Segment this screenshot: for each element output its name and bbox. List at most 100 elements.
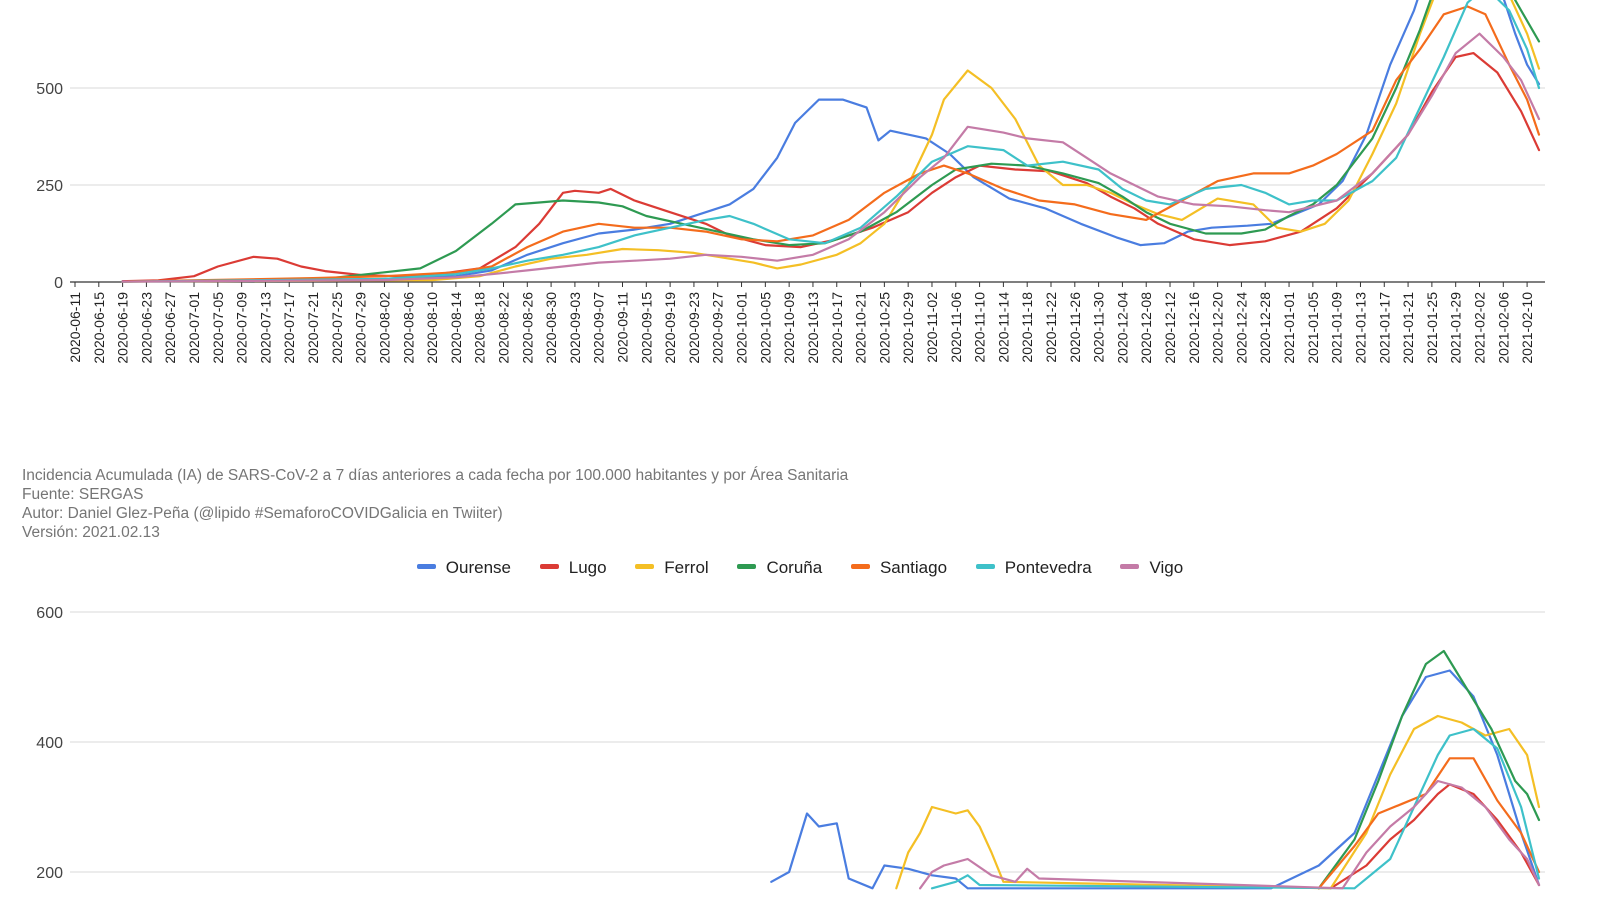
legend-label: Pontevedra [1004, 558, 1092, 577]
bottom-chart: 200 400 600 [36, 605, 1545, 890]
x-tick-label: 2020-10-01 [734, 292, 750, 364]
legend-item-vigo[interactable]: Vigo [1120, 558, 1183, 578]
x-tick-label: 2020-12-20 [1210, 292, 1226, 364]
x-tick-label: 2020-09-07 [591, 292, 607, 364]
x-tick-label: 2020-07-09 [234, 292, 250, 364]
x-tick-label: 2020-07-17 [281, 292, 297, 364]
x-tick-label: 2020-09-11 [615, 292, 631, 363]
x-tick-label: 2020-12-04 [1114, 292, 1130, 364]
series-line-ourense [770, 669, 1541, 890]
x-tick-label: 2020-06-27 [162, 292, 178, 364]
x-tick-label: 2020-12-08 [1138, 292, 1154, 364]
x-tick-label: 2020-10-09 [781, 292, 797, 364]
x-tick-label: 2020-07-25 [329, 292, 345, 364]
legend-item-ourense[interactable]: Ourense [416, 558, 511, 578]
x-tick-label: 2020-11-18 [1019, 292, 1035, 363]
series-line-santiago [1317, 757, 1541, 890]
legend-item-lugo[interactable]: Lugo [539, 558, 607, 578]
x-tick-label: 2020-11-06 [948, 292, 964, 363]
x-tick-label: 2021-02-02 [1472, 292, 1488, 364]
x-tick-label: 2020-11-10 [972, 292, 988, 363]
series-line-vigo [121, 32, 1541, 283]
x-tick-label: 2020-06-11 [67, 292, 83, 363]
x-tick-label: 2020-10-13 [805, 292, 821, 364]
x-tick-label: 2021-01-05 [1305, 292, 1321, 364]
legend-label: Ourense [445, 558, 511, 577]
series-line-santiago [121, 5, 1541, 283]
legend-item-coruna[interactable]: Coruña [737, 558, 822, 578]
x-tick-label: 2020-08-30 [543, 292, 559, 364]
legend-item-pontevedra[interactable]: Pontevedra [975, 558, 1092, 578]
chart-legend: Ourense Lugo Ferrol Coruña Santiago Pont… [0, 558, 1600, 578]
y-tick-label: 0 [54, 275, 63, 292]
series-line-ferrol [121, 0, 1541, 283]
x-tick-label: 2020-12-12 [1162, 292, 1178, 364]
bottom-chart-y-axis: 200 400 600 [36, 605, 63, 882]
y-tick-label: 600 [36, 605, 63, 622]
y-tick-label: 250 [36, 178, 63, 195]
legend-swatch [737, 564, 757, 570]
series-line-coruna [121, 0, 1541, 283]
x-tick-label: 2020-10-29 [900, 292, 916, 364]
x-tick-label: 2020-10-25 [876, 292, 892, 364]
x-tick-label: 2020-09-15 [638, 292, 654, 364]
caption-description: Incidencia Acumulada (IA) de SARS-CoV-2 … [22, 467, 849, 484]
x-tick-label: 2020-11-14 [995, 292, 1011, 363]
x-tick-label: 2020-12-24 [1233, 292, 1249, 364]
x-tick-label: 2020-06-23 [138, 292, 154, 364]
chart-caption: Incidencia Acumulada (IA) de SARS-CoV-2 … [22, 466, 848, 542]
series-line-lugo [1329, 783, 1541, 890]
x-tick-label: 2020-07-29 [353, 292, 369, 364]
bottom-chart-series [770, 649, 1541, 890]
legend-label: Lugo [568, 558, 607, 577]
x-tick-label: 2020-07-01 [186, 292, 202, 364]
x-tick-label: 2021-01-21 [1400, 292, 1416, 364]
legend-item-santiago[interactable]: Santiago [850, 558, 947, 578]
x-tick-label: 2021-01-25 [1424, 292, 1440, 364]
legend-swatch [850, 564, 870, 570]
x-tick-label: 2020-08-22 [496, 292, 512, 364]
x-tick-label: 2020-11-02 [924, 292, 940, 363]
legend-swatch [416, 564, 436, 570]
y-tick-label: 500 [36, 81, 63, 98]
series-line-ourense [121, 0, 1541, 283]
x-tick-label: 2020-07-13 [257, 292, 273, 364]
x-tick-label: 2020-06-15 [91, 292, 107, 364]
series-line-coruna [1317, 649, 1541, 890]
x-tick-label: 2021-01-09 [1329, 292, 1345, 364]
x-tick-label: 2020-06-19 [115, 292, 131, 364]
x-tick-label: 2020-10-17 [829, 292, 845, 364]
top-chart-x-axis: 2020-06-11 2020-06-15 2020-06-19 2020-06-23… [67, 282, 1535, 364]
top-chart-series [121, 0, 1541, 283]
legend-label: Coruña [766, 558, 823, 577]
legend-swatch [635, 564, 655, 570]
x-tick-label: 2021-01-13 [1353, 292, 1369, 364]
x-tick-label: 2021-02-06 [1495, 292, 1511, 364]
x-tick-label: 2021-01-29 [1448, 292, 1464, 364]
y-tick-label: 400 [36, 735, 63, 752]
legend-swatch [975, 564, 995, 570]
x-tick-label: 2020-12-16 [1186, 292, 1202, 364]
legend-swatch [539, 564, 559, 570]
legend-label: Ferrol [664, 558, 709, 577]
x-tick-label: 2020-11-26 [1067, 292, 1083, 363]
caption-author: Autor: Daniel Glez-Peña (@lipido #Semafo… [22, 505, 503, 522]
x-tick-label: 2020-08-06 [400, 292, 416, 364]
top-chart-y-axis: 0 250 500 [36, 81, 63, 292]
x-tick-label: 2020-09-23 [686, 292, 702, 364]
caption-source: Fuente: SERGAS [22, 486, 144, 503]
legend-item-ferrol[interactable]: Ferrol [635, 558, 709, 578]
x-tick-label: 2020-09-19 [662, 292, 678, 364]
x-tick-label: 2020-11-30 [1091, 292, 1107, 363]
x-tick-label: 2020-08-02 [377, 292, 393, 364]
legend-swatch [1120, 564, 1140, 570]
caption-version: Versión: 2021.02.13 [22, 524, 160, 541]
y-tick-label: 200 [36, 865, 63, 882]
x-tick-label: 2020-10-21 [853, 292, 869, 364]
series-line-pontevedra [121, 0, 1541, 283]
top-chart-grid [70, 87, 1545, 283]
legend-label: Vigo [1149, 558, 1184, 577]
x-tick-label: 2020-12-28 [1257, 292, 1273, 364]
